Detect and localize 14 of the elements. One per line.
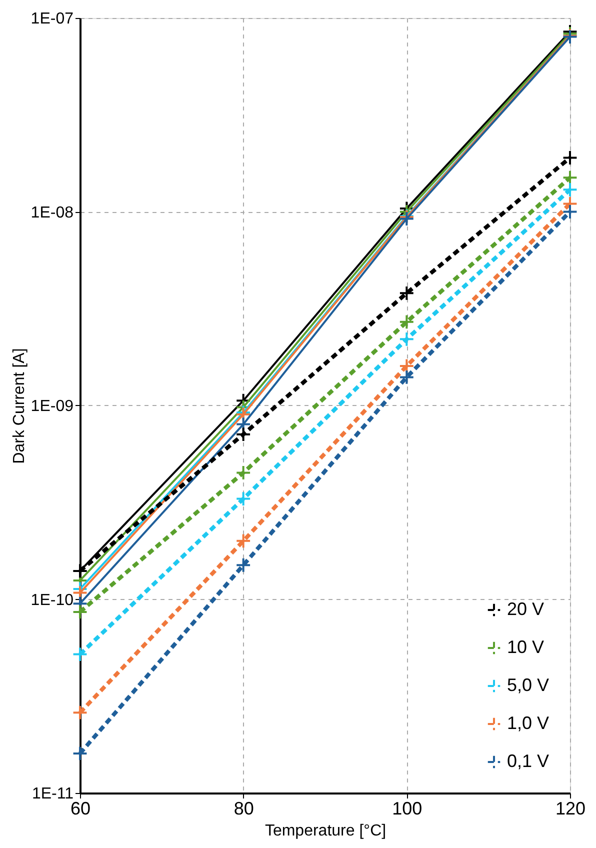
y-tick-label: 1E-10 <box>30 592 74 609</box>
y-axis-title: Dark Current [A] <box>10 348 28 464</box>
y-tick-label: 1E-08 <box>30 204 74 222</box>
y-tick-label: 1E-09 <box>30 398 74 415</box>
x-tick-label: 100 <box>392 798 422 818</box>
legend-label: 1,0 V <box>507 713 550 733</box>
x-axis-title: Temperature [°C] <box>264 822 386 840</box>
x-tick-label: 120 <box>555 798 586 818</box>
legend-label: 10 V <box>507 637 544 657</box>
legend-label: 0,1 V <box>507 751 550 771</box>
legend-label: 20 V <box>507 599 544 619</box>
legend-label: 5,0 V <box>507 675 550 695</box>
y-tick-label: 1E-07 <box>30 10 74 28</box>
x-tick-label: 80 <box>234 798 254 818</box>
